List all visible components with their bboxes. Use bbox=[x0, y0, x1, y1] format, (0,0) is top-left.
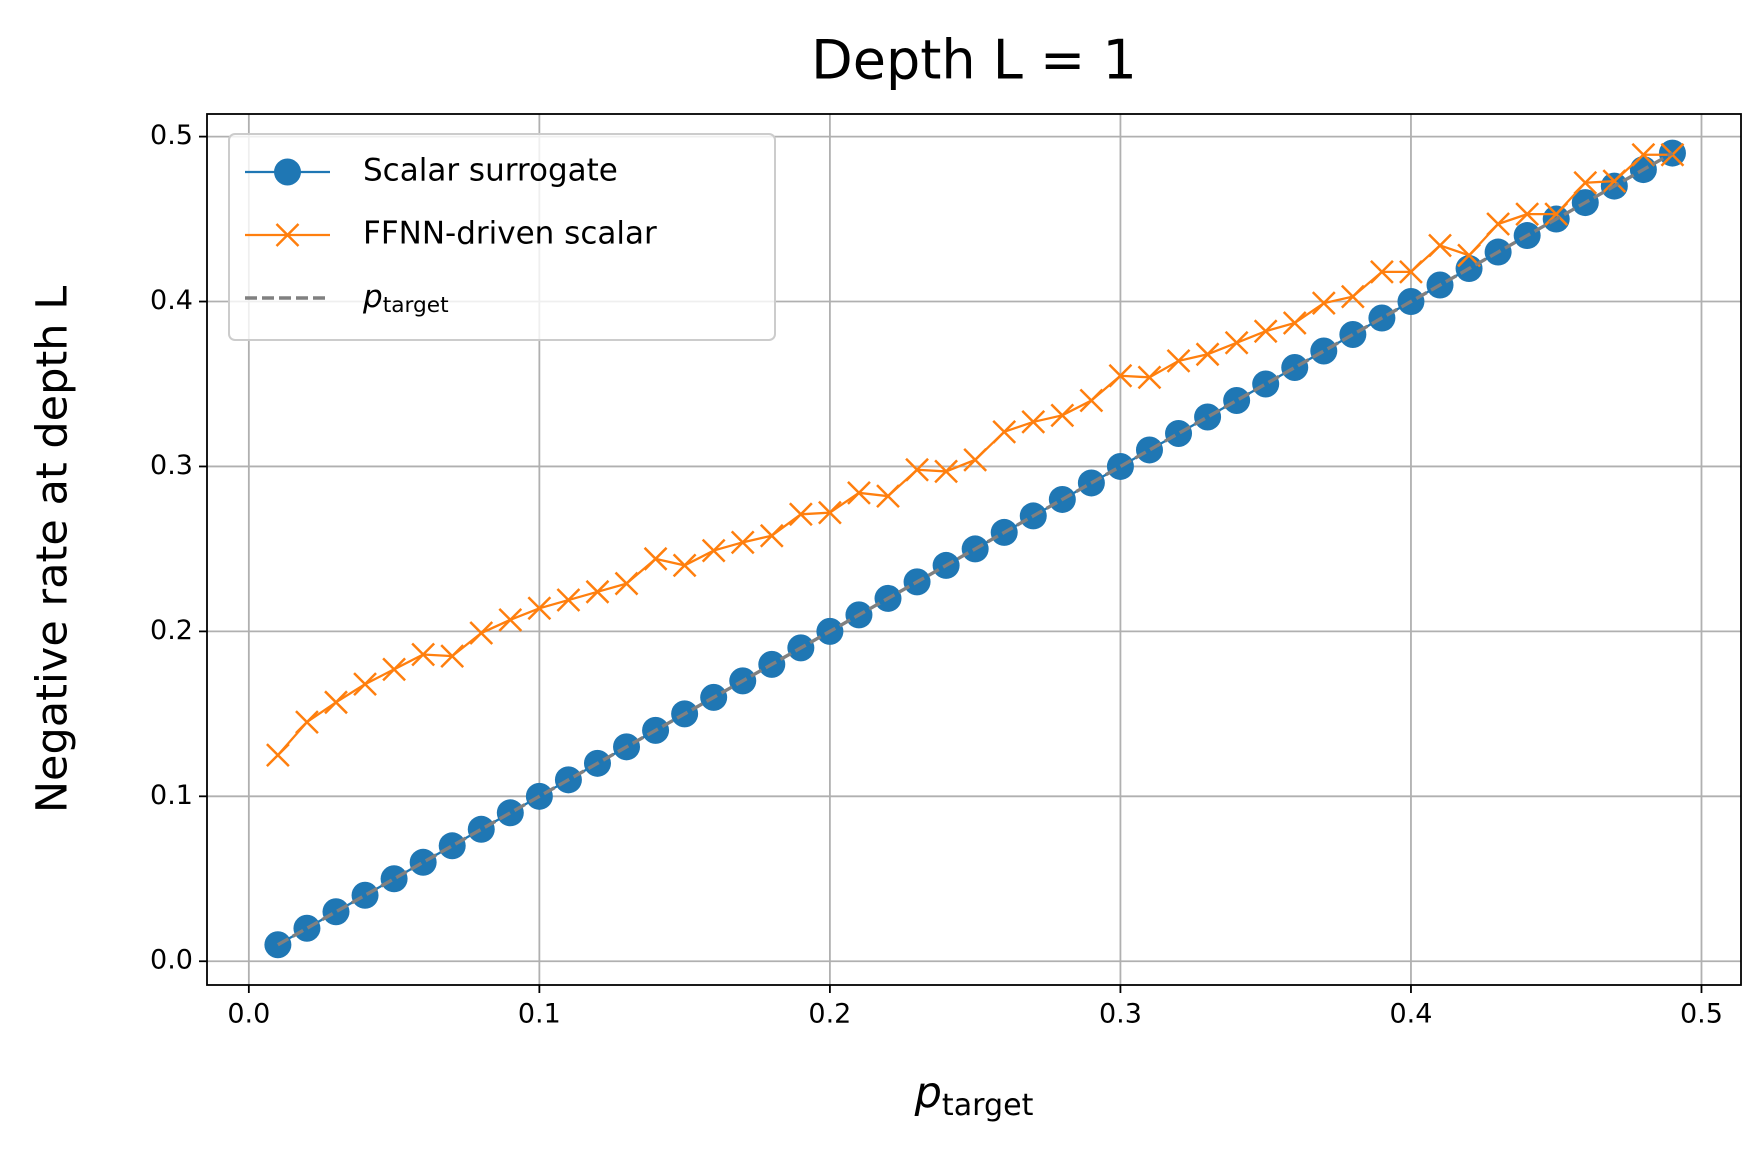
data-point bbox=[1370, 259, 1394, 284]
data-point bbox=[701, 538, 726, 563]
data-point bbox=[353, 672, 377, 697]
data-point bbox=[438, 832, 466, 860]
y-tick-label: 0.4 bbox=[150, 285, 193, 316]
data-point bbox=[1631, 142, 1656, 167]
data-point bbox=[876, 484, 900, 509]
data-point bbox=[963, 447, 988, 472]
data-point bbox=[1135, 436, 1163, 464]
data-point bbox=[1224, 330, 1249, 355]
data-point bbox=[847, 480, 871, 505]
x-tick-label: 0.0 bbox=[227, 999, 270, 1030]
data-point bbox=[496, 799, 524, 827]
chart-title: Depth L = 1 bbox=[811, 29, 1137, 92]
data-point bbox=[380, 865, 408, 893]
data-point bbox=[322, 898, 350, 926]
data-point bbox=[1194, 403, 1222, 431]
data-point bbox=[614, 571, 639, 596]
legend-label: FFNN-driven scalar bbox=[363, 216, 657, 252]
data-point bbox=[469, 621, 494, 645]
data-point bbox=[730, 530, 755, 555]
legend-marker bbox=[274, 158, 301, 186]
y-axis-label: Negative rate at depth L bbox=[28, 286, 78, 813]
data-point bbox=[1428, 233, 1452, 258]
y-tick-label: 0.2 bbox=[150, 615, 193, 646]
legend-marker bbox=[275, 223, 300, 247]
x-tick-label: 0.1 bbox=[518, 999, 561, 1030]
data-point bbox=[1573, 170, 1598, 195]
data-point bbox=[1340, 284, 1365, 309]
data-point bbox=[672, 553, 697, 578]
y-tick-label: 0.0 bbox=[150, 945, 193, 976]
data-point bbox=[788, 502, 813, 527]
data-point bbox=[382, 657, 406, 682]
data-point bbox=[1399, 259, 1423, 284]
data-point bbox=[498, 607, 523, 632]
line bbox=[277, 151, 1674, 947]
series bbox=[277, 151, 1674, 947]
y-tick-label: 0.1 bbox=[150, 780, 193, 811]
x-tick-label: 0.2 bbox=[808, 999, 851, 1030]
x-tick-label: 0.5 bbox=[1680, 999, 1723, 1030]
data-point bbox=[759, 523, 784, 548]
series bbox=[266, 142, 1685, 767]
data-point bbox=[1339, 321, 1367, 349]
legend-label: Scalar surrogate bbox=[363, 153, 618, 189]
data-point bbox=[1223, 386, 1251, 414]
data-point bbox=[1137, 365, 1162, 390]
data-point bbox=[556, 588, 581, 612]
data-point bbox=[1486, 212, 1511, 236]
data-point bbox=[905, 457, 929, 482]
data-point bbox=[324, 690, 348, 715]
data-point bbox=[1166, 349, 1191, 373]
data-point bbox=[1106, 452, 1134, 480]
data-point bbox=[1281, 353, 1309, 381]
y-tick-label: 0.3 bbox=[150, 450, 193, 481]
data-point bbox=[1021, 410, 1046, 434]
data-point bbox=[1253, 319, 1278, 344]
data-point bbox=[1252, 370, 1280, 398]
y-tick-label: 0.5 bbox=[150, 120, 193, 151]
legend-label: ptarget bbox=[362, 279, 449, 318]
data-point bbox=[467, 815, 495, 843]
legend-box bbox=[228, 133, 776, 341]
data-point bbox=[1108, 363, 1133, 388]
plot-frame bbox=[206, 113, 1742, 986]
data-point bbox=[934, 459, 958, 484]
data-point bbox=[992, 419, 1017, 444]
data-point bbox=[1079, 388, 1104, 413]
x-tick-label: 0.4 bbox=[1389, 999, 1432, 1030]
data-point bbox=[266, 743, 290, 767]
data-point bbox=[527, 596, 552, 621]
data-point bbox=[351, 881, 379, 909]
x-tick-label: 0.3 bbox=[1099, 999, 1142, 1030]
data-point bbox=[1195, 342, 1220, 367]
x-axis-label: ptarget bbox=[914, 1068, 1034, 1123]
data-point bbox=[1050, 403, 1075, 428]
data-point bbox=[1310, 337, 1338, 365]
data-point bbox=[440, 644, 465, 669]
data-point bbox=[818, 500, 842, 525]
data-point bbox=[1311, 291, 1336, 316]
data-point bbox=[411, 642, 436, 667]
data-point bbox=[293, 914, 321, 942]
data-point bbox=[409, 848, 437, 876]
data-point bbox=[295, 710, 319, 734]
data-point bbox=[1515, 202, 1540, 226]
data-point bbox=[1165, 419, 1193, 447]
data-point bbox=[1602, 169, 1627, 194]
data-point bbox=[1282, 311, 1307, 335]
data-point bbox=[585, 579, 610, 604]
data-point bbox=[643, 546, 668, 571]
